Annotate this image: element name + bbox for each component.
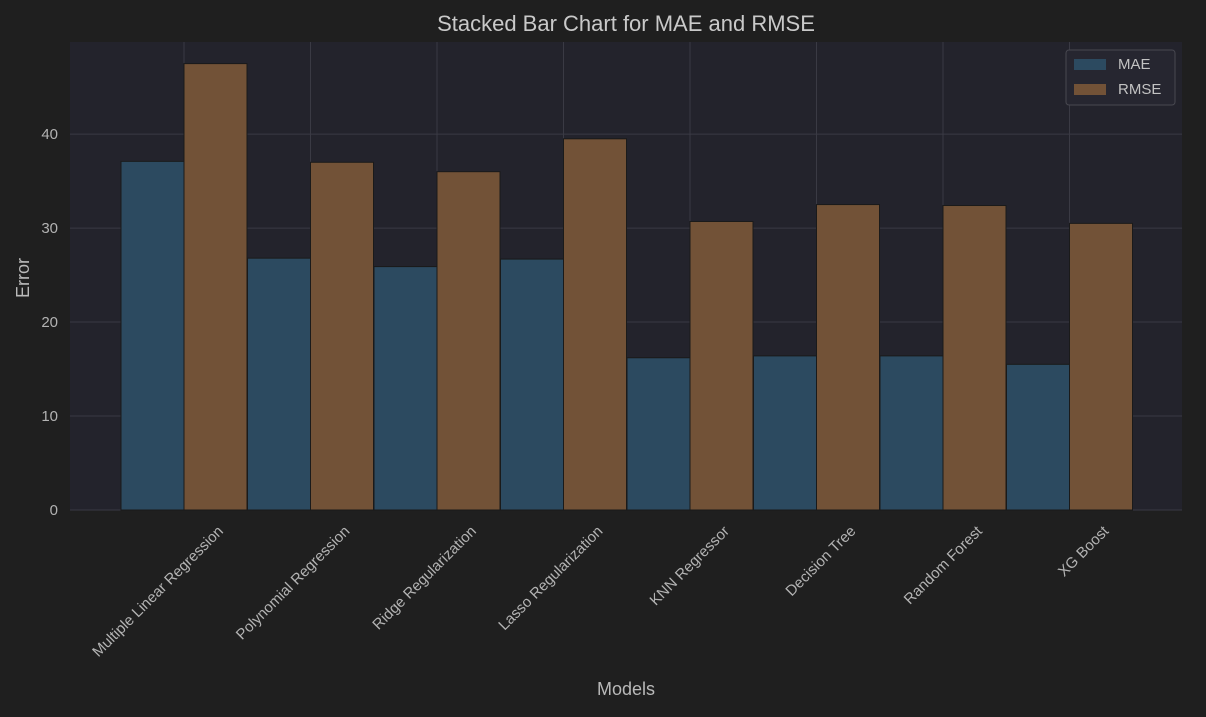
bar-mae [626, 357, 691, 511]
bar-mae [373, 266, 438, 511]
legend-label-mae: MAE [1118, 56, 1151, 73]
legend: MAE RMSE [1065, 49, 1176, 106]
bar-rmse [1069, 222, 1133, 511]
bar-mae [1006, 363, 1070, 511]
y-tick-labels: 0 10 20 30 40 [41, 126, 58, 519]
bar-rmse [563, 138, 627, 511]
x-tick-label: Ridge Regularization [369, 523, 479, 633]
y-tick-label: 40 [41, 126, 58, 143]
x-tick-label: Lasso Regularization [495, 523, 606, 634]
bar-mae [247, 257, 311, 511]
x-tick-label: Decision Tree [782, 523, 859, 600]
bar-rmse [689, 220, 754, 511]
y-tick-label: 30 [41, 220, 58, 237]
x-tick-label: Multiple Linear Regression [89, 523, 227, 661]
x-tick-label: KNN Regressor [647, 523, 733, 609]
bars [120, 63, 1133, 511]
bar-rmse [942, 205, 1007, 511]
bar-rmse [816, 204, 880, 511]
bar-mae [120, 160, 185, 511]
x-tick-label: Random Forest [901, 522, 987, 608]
x-tick-label: XG Boost [1055, 522, 1113, 580]
bar-rmse [310, 161, 374, 511]
bar-rmse [436, 171, 501, 511]
y-axis-label: Error [13, 258, 33, 298]
bar-mae [500, 258, 564, 511]
y-tick-label: 0 [50, 502, 58, 519]
x-axis-label: Models [597, 679, 655, 699]
chart-title: Stacked Bar Chart for MAE and RMSE [437, 11, 815, 36]
legend-swatch-mae [1074, 59, 1106, 70]
x-tick-label: Polynomial Regression [233, 523, 353, 643]
y-tick-label: 20 [41, 314, 58, 331]
bar-rmse [183, 63, 248, 511]
bar-mae [753, 355, 817, 511]
y-tick-label: 10 [41, 408, 58, 425]
legend-label-rmse: RMSE [1118, 81, 1161, 98]
legend-swatch-rmse [1074, 84, 1106, 95]
x-tick-labels: Multiple Linear Regression Polynomial Reg… [89, 522, 1113, 660]
bar-mae [879, 355, 944, 511]
